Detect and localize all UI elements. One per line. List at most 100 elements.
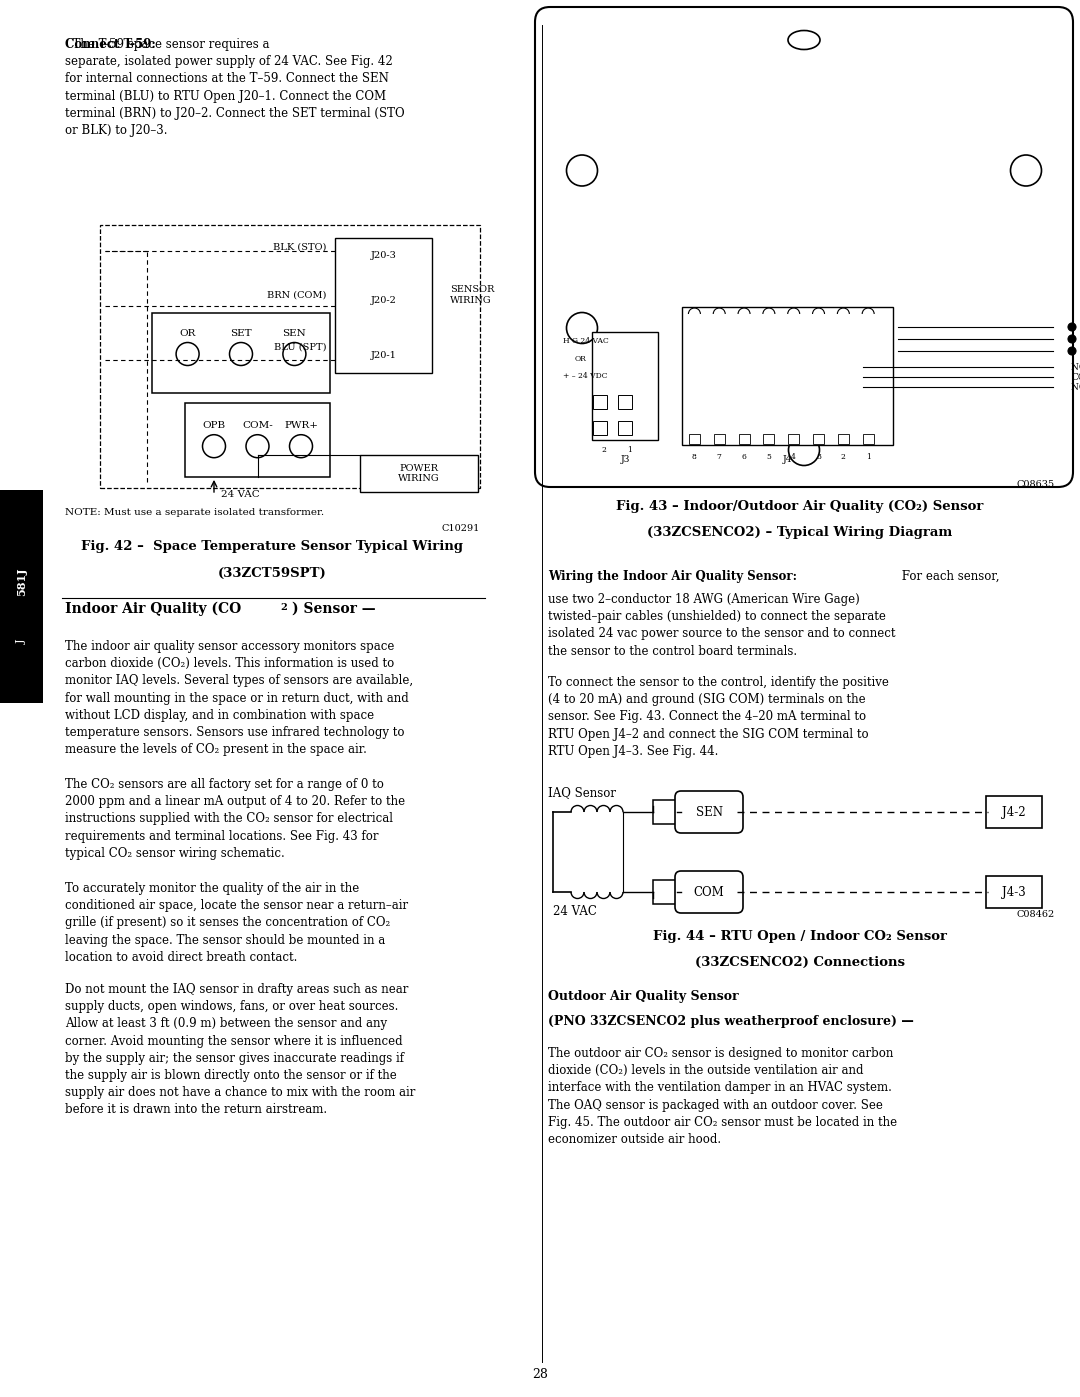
Text: 581J: 581J <box>16 567 27 595</box>
Text: SEN: SEN <box>283 328 307 338</box>
FancyBboxPatch shape <box>714 434 725 444</box>
Text: 8: 8 <box>692 453 697 461</box>
Text: COM-: COM- <box>242 420 273 430</box>
FancyBboxPatch shape <box>863 434 874 444</box>
Text: J4-3: J4-3 <box>1002 886 1026 898</box>
Circle shape <box>176 342 199 366</box>
Text: 24 VAC: 24 VAC <box>553 905 597 918</box>
FancyBboxPatch shape <box>593 420 607 434</box>
Text: OPB: OPB <box>202 420 226 430</box>
Circle shape <box>1068 323 1076 331</box>
Text: Outdoor Air Quality Sensor: Outdoor Air Quality Sensor <box>548 990 739 1003</box>
Circle shape <box>567 313 597 344</box>
Ellipse shape <box>788 31 820 49</box>
Text: (33ZCSENCO2) Connections: (33ZCSENCO2) Connections <box>696 956 905 970</box>
Text: The T-59 space sensor requires a
separate, isolated power supply of 24 VAC. See : The T-59 space sensor requires a separat… <box>65 38 405 137</box>
Text: 28: 28 <box>532 1369 548 1382</box>
Circle shape <box>1068 346 1076 355</box>
Text: Wiring the Indoor Air Quality Sensor:: Wiring the Indoor Air Quality Sensor: <box>548 570 797 583</box>
Circle shape <box>1068 335 1076 344</box>
FancyBboxPatch shape <box>535 7 1074 488</box>
FancyBboxPatch shape <box>185 402 330 476</box>
Text: Indoor Air Quality (CO: Indoor Air Quality (CO <box>65 602 241 616</box>
Text: (33ZCT59SPT): (33ZCT59SPT) <box>218 567 326 580</box>
Text: For each sensor,: For each sensor, <box>897 570 999 583</box>
Text: 4: 4 <box>792 453 796 461</box>
Text: (PNO 33ZCSENCO2 plus weatherproof enclosure) —: (PNO 33ZCSENCO2 plus weatherproof enclos… <box>548 1016 914 1028</box>
FancyBboxPatch shape <box>0 490 43 703</box>
Text: SEN: SEN <box>696 806 723 819</box>
Text: J: J <box>16 640 27 644</box>
Text: 1: 1 <box>866 453 870 461</box>
Text: 1: 1 <box>627 446 633 454</box>
Text: COM: COM <box>1071 373 1080 381</box>
FancyBboxPatch shape <box>675 870 743 914</box>
Text: POWER
WIRING: POWER WIRING <box>399 464 440 483</box>
FancyBboxPatch shape <box>592 332 658 440</box>
Text: NOTE: Must use a separate isolated transformer.: NOTE: Must use a separate isolated trans… <box>65 509 324 517</box>
Circle shape <box>283 342 306 366</box>
Text: COM: COM <box>693 886 725 898</box>
Circle shape <box>567 155 597 186</box>
Text: C10291: C10291 <box>442 524 480 534</box>
FancyBboxPatch shape <box>764 434 774 444</box>
Circle shape <box>1011 155 1041 186</box>
Text: 3: 3 <box>816 453 821 461</box>
Text: 5: 5 <box>767 453 771 461</box>
FancyBboxPatch shape <box>788 434 799 444</box>
Text: (33ZCSENCO2) – Typical Wiring Diagram: (33ZCSENCO2) – Typical Wiring Diagram <box>647 527 953 539</box>
FancyBboxPatch shape <box>739 434 750 444</box>
FancyBboxPatch shape <box>653 800 677 824</box>
Text: + – 24 VDC: + – 24 VDC <box>563 372 607 380</box>
Text: NC: NC <box>1071 362 1080 372</box>
Text: Fig. 43 – Indoor/Outdoor Air Quality (CO₂) Sensor: Fig. 43 – Indoor/Outdoor Air Quality (CO… <box>617 500 984 513</box>
Text: J4-2: J4-2 <box>1002 806 1026 819</box>
Text: J4: J4 <box>782 455 792 464</box>
Text: ) Sensor —: ) Sensor — <box>292 602 376 616</box>
FancyBboxPatch shape <box>986 876 1042 908</box>
Text: SET: SET <box>230 328 252 338</box>
FancyBboxPatch shape <box>813 434 824 444</box>
Text: 7: 7 <box>717 453 721 461</box>
FancyBboxPatch shape <box>653 880 677 904</box>
FancyBboxPatch shape <box>593 395 607 409</box>
FancyBboxPatch shape <box>618 420 632 434</box>
Text: OR: OR <box>575 355 586 363</box>
FancyBboxPatch shape <box>360 455 478 492</box>
Circle shape <box>229 342 253 366</box>
Text: NO: NO <box>1071 383 1080 391</box>
Text: PWR+: PWR+ <box>284 420 318 430</box>
Text: BLU (SPT): BLU (SPT) <box>273 342 326 352</box>
FancyBboxPatch shape <box>335 237 432 373</box>
Text: 2: 2 <box>602 446 607 454</box>
FancyBboxPatch shape <box>675 791 743 833</box>
Text: H G 24 VAC: H G 24 VAC <box>563 337 609 345</box>
Circle shape <box>246 434 269 458</box>
FancyBboxPatch shape <box>689 434 700 444</box>
Text: OR: OR <box>179 328 195 338</box>
Text: To accurately monitor the quality of the air in the
conditioned air space, locat: To accurately monitor the quality of the… <box>65 882 408 964</box>
Text: To connect the sensor to the control, identify the positive
(4 to 20 mA) and gro: To connect the sensor to the control, id… <box>548 676 889 757</box>
FancyBboxPatch shape <box>618 395 632 409</box>
FancyBboxPatch shape <box>100 225 480 488</box>
Circle shape <box>289 434 312 458</box>
Text: BRN (COM): BRN (COM) <box>267 291 326 299</box>
Text: Fig. 44 – RTU Open / Indoor CO₂ Sensor: Fig. 44 – RTU Open / Indoor CO₂ Sensor <box>653 930 947 943</box>
Circle shape <box>788 434 820 465</box>
Text: 6: 6 <box>742 453 746 461</box>
Text: J3: J3 <box>620 455 630 464</box>
Text: Connect T-59:: Connect T-59: <box>65 38 156 52</box>
FancyBboxPatch shape <box>986 796 1042 828</box>
Text: J20-2: J20-2 <box>370 296 396 305</box>
Text: Fig. 42 –  Space Temperature Sensor Typical Wiring: Fig. 42 – Space Temperature Sensor Typic… <box>81 541 463 553</box>
Text: J20-3: J20-3 <box>370 251 396 260</box>
Text: The CO₂ sensors are all factory set for a range of 0 to
2000 ppm and a linear mA: The CO₂ sensors are all factory set for … <box>65 778 405 859</box>
Text: The outdoor air CO₂ sensor is designed to monitor carbon
dioxide (CO₂) levels in: The outdoor air CO₂ sensor is designed t… <box>548 1046 897 1146</box>
Text: 2: 2 <box>280 604 287 612</box>
Text: use two 2–conductor 18 AWG (American Wire Gage)
twisted–pair cables (unshielded): use two 2–conductor 18 AWG (American Wir… <box>548 592 895 658</box>
Text: Do not mount the IAQ sensor in drafty areas such as near
supply ducts, open wind: Do not mount the IAQ sensor in drafty ar… <box>65 983 416 1116</box>
FancyBboxPatch shape <box>838 434 849 444</box>
FancyBboxPatch shape <box>152 313 330 393</box>
Text: BLK (STO): BLK (STO) <box>272 243 326 251</box>
Text: SENSOR
WIRING: SENSOR WIRING <box>450 285 495 305</box>
